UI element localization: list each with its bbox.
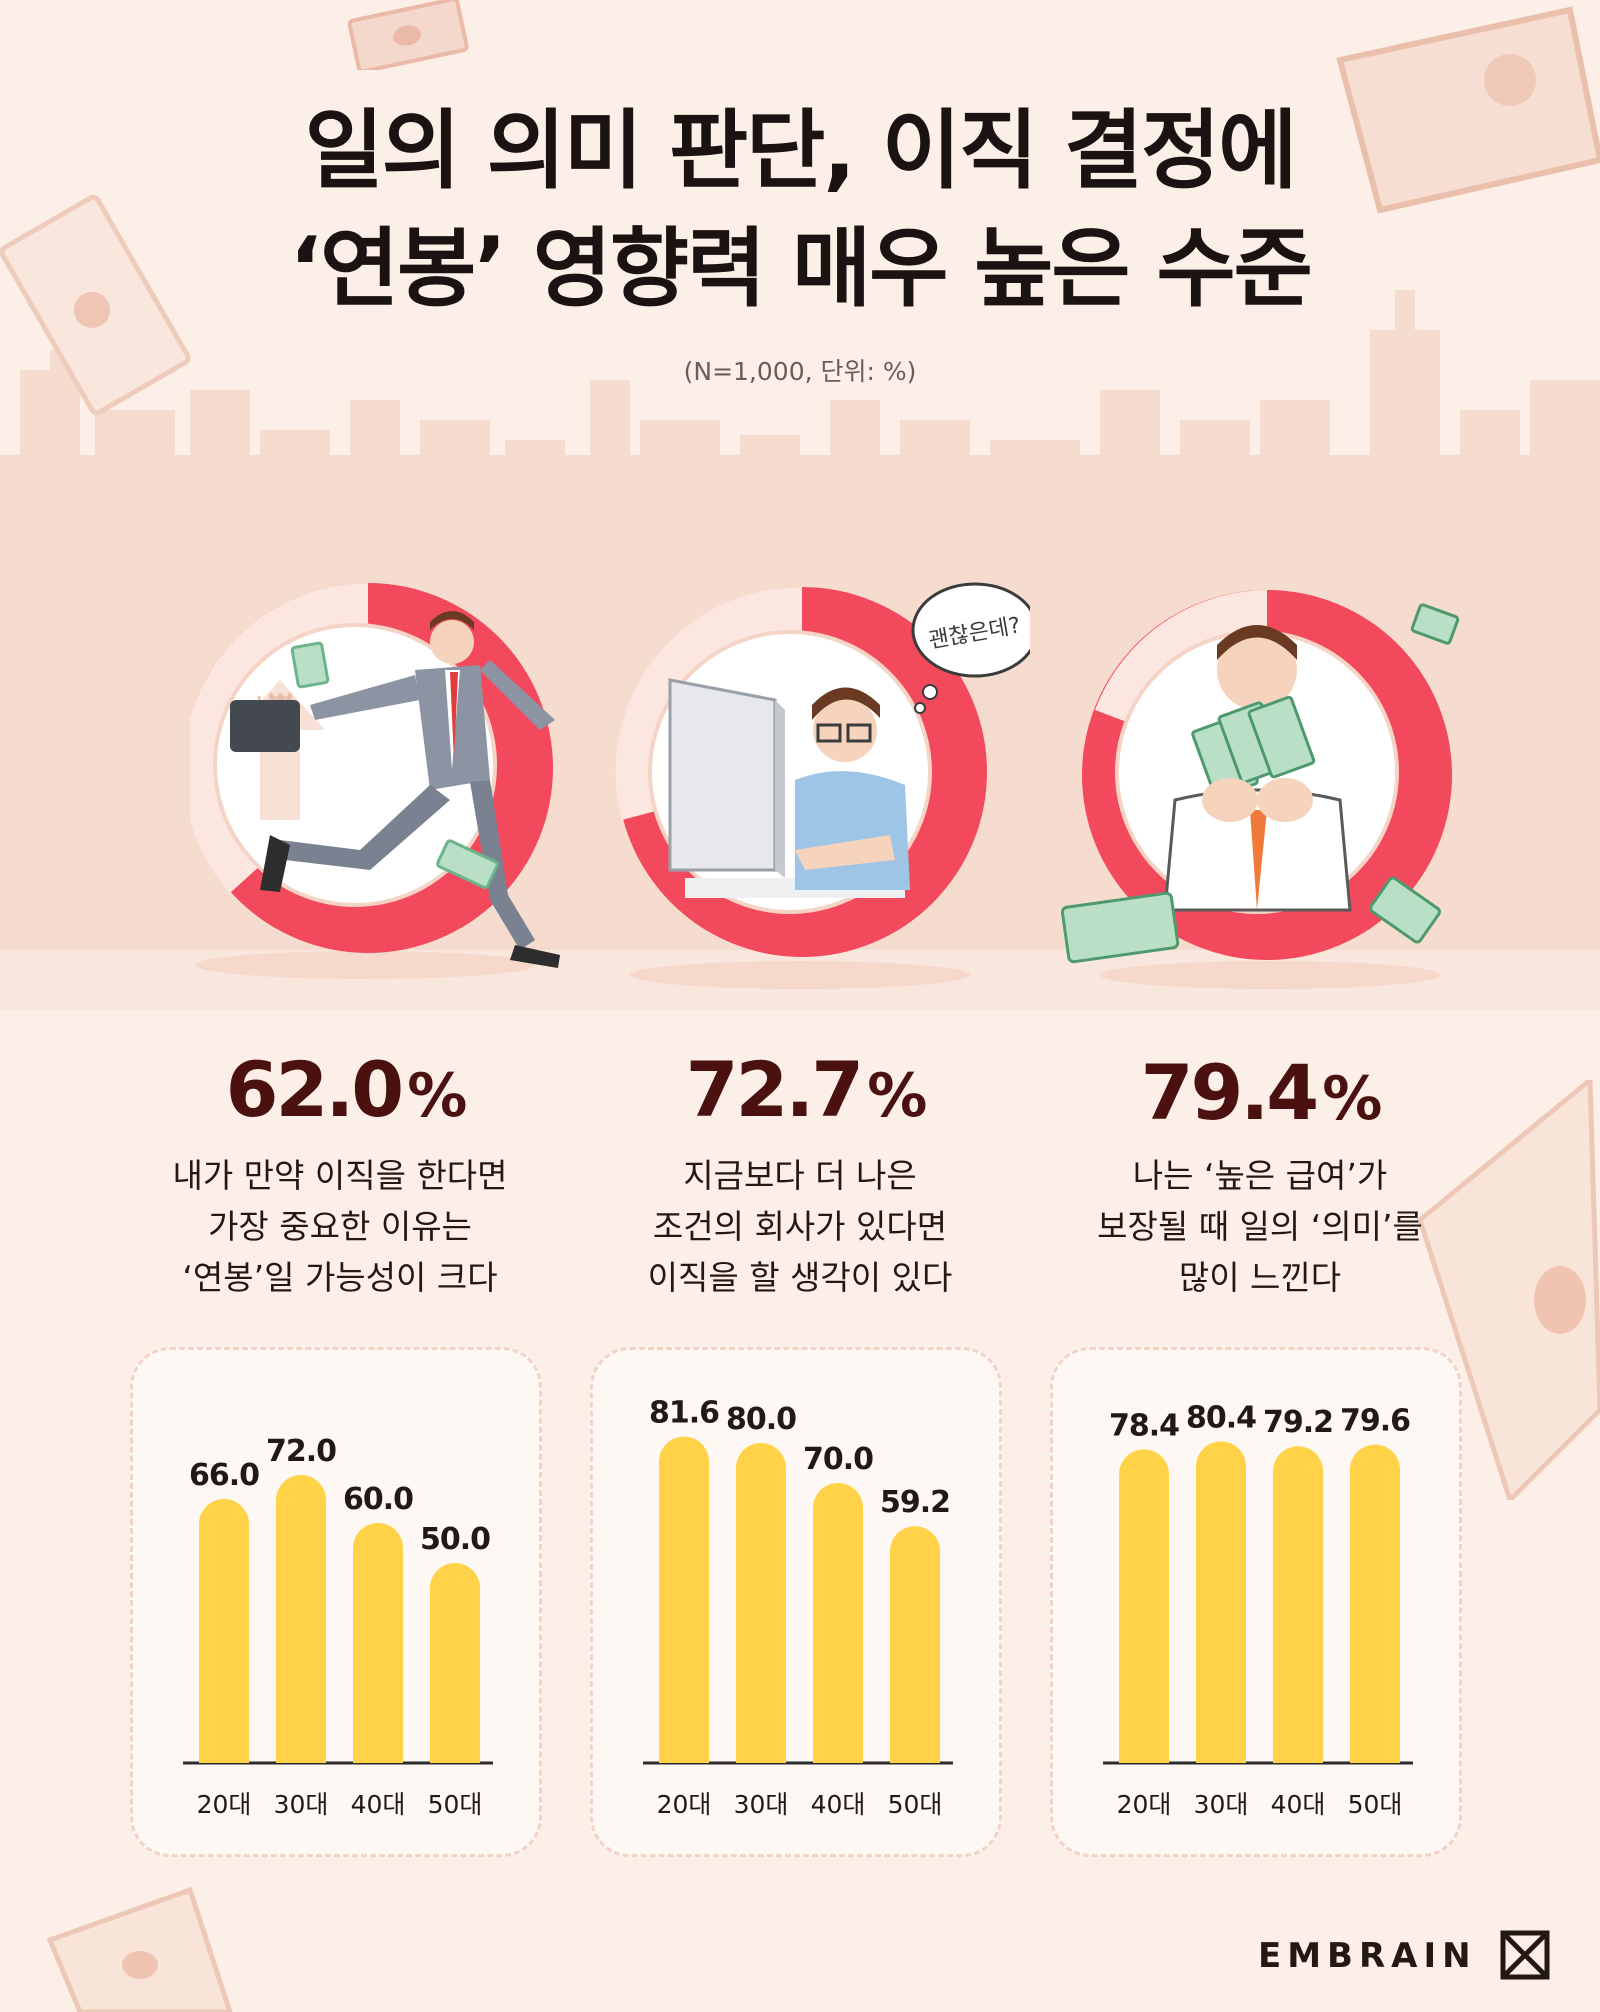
bar [1119,1449,1169,1763]
sample-size-note: (N=1,000, 단위: %) [683,357,917,386]
bar [1196,1441,1246,1763]
man-at-computer-illustration: 괜찮은데? [615,582,1030,989]
category-tick-label: 20대 [1117,1790,1172,1819]
man-holding-money-illustration [1060,590,1460,989]
category-tick-label: 40대 [1271,1790,1326,1819]
bar-value-label: 50.0 [420,1522,490,1557]
money-bill-decoration [347,0,469,70]
category-tick-label: 30대 [274,1790,329,1819]
running-businessman-illustration: +₩ [190,583,560,979]
bar [199,1499,249,1763]
embrain-logo-icon [1500,1930,1550,1980]
page-title-line1: 일의 의미 판단, 이직 결정에 [304,101,1298,201]
stat-percentage: 79.4% [1140,1048,1383,1137]
stat-percentage: 62.0% [225,1045,468,1134]
bar-value-label: 78.4 [1109,1408,1179,1443]
category-tick-label: 50대 [1348,1790,1403,1819]
bar-value-label: 72.0 [266,1434,336,1469]
stat-description: 지금보다 더 나은 조건의 회사가 있다면 이직을 할 생각이 있다 [647,1156,953,1297]
category-tick-label: 20대 [197,1790,252,1819]
stat-description: 나는 ‘높은 급여’가 보장될 때 일의 ‘의미’를 많이 느낀다 [1097,1156,1423,1297]
age-bar-chart-panel: 78.4 20대 80.4 30대 79.2 40대 79.6 50대 [1050,1347,1462,1857]
money-bill-decoration [0,194,191,416]
stat-description: 내가 만약 이직을 한다면 가장 중요한 이유는 ‘연봉’일 가능성이 크다 [172,1156,508,1297]
bar [353,1523,403,1763]
age-bar-chart-panel: 81.6 20대 80.0 30대 70.0 40대 59.2 50대 [590,1347,1002,1857]
bar [813,1483,863,1763]
bar [1350,1444,1400,1763]
bar [659,1436,709,1763]
category-tick-label: 50대 [428,1790,483,1819]
bar [1273,1446,1323,1763]
money-bill-decoration [1336,6,1600,214]
bar [890,1526,940,1763]
bar [736,1443,786,1763]
bar-value-label: 70.0 [803,1442,873,1477]
bar-value-label: 59.2 [880,1485,950,1520]
money-bill-decoration [1417,1080,1600,1500]
category-tick-label: 30대 [734,1790,789,1819]
money-bill-decoration [46,1886,233,2012]
bar-value-label: 80.4 [1186,1400,1256,1435]
category-tick-label: 50대 [888,1790,943,1819]
bar-value-label: 81.6 [649,1396,719,1431]
page-title-line2: ‘연봉’ 영향력 매우 높은 수준 [275,226,1326,316]
brand-name: EMBRAIN [1258,1936,1477,1976]
bar-value-label: 79.6 [1340,1404,1410,1439]
bar-value-label: 66.0 [189,1458,259,1493]
category-tick-label: 20대 [657,1790,712,1819]
bar [276,1475,326,1763]
category-tick-label: 40대 [811,1790,866,1819]
category-tick-label: 40대 [351,1790,406,1819]
age-bar-chart-panel: 66.0 20대 72.0 30대 60.0 40대 50.0 50대 [130,1347,542,1857]
bar [430,1563,480,1763]
bar-value-label: 79.2 [1263,1405,1333,1440]
stat-percentage: 72.7% [685,1045,928,1134]
bar-value-label: 60.0 [343,1482,413,1517]
bar-value-label: 80.0 [726,1402,796,1437]
category-tick-label: 30대 [1194,1790,1249,1819]
